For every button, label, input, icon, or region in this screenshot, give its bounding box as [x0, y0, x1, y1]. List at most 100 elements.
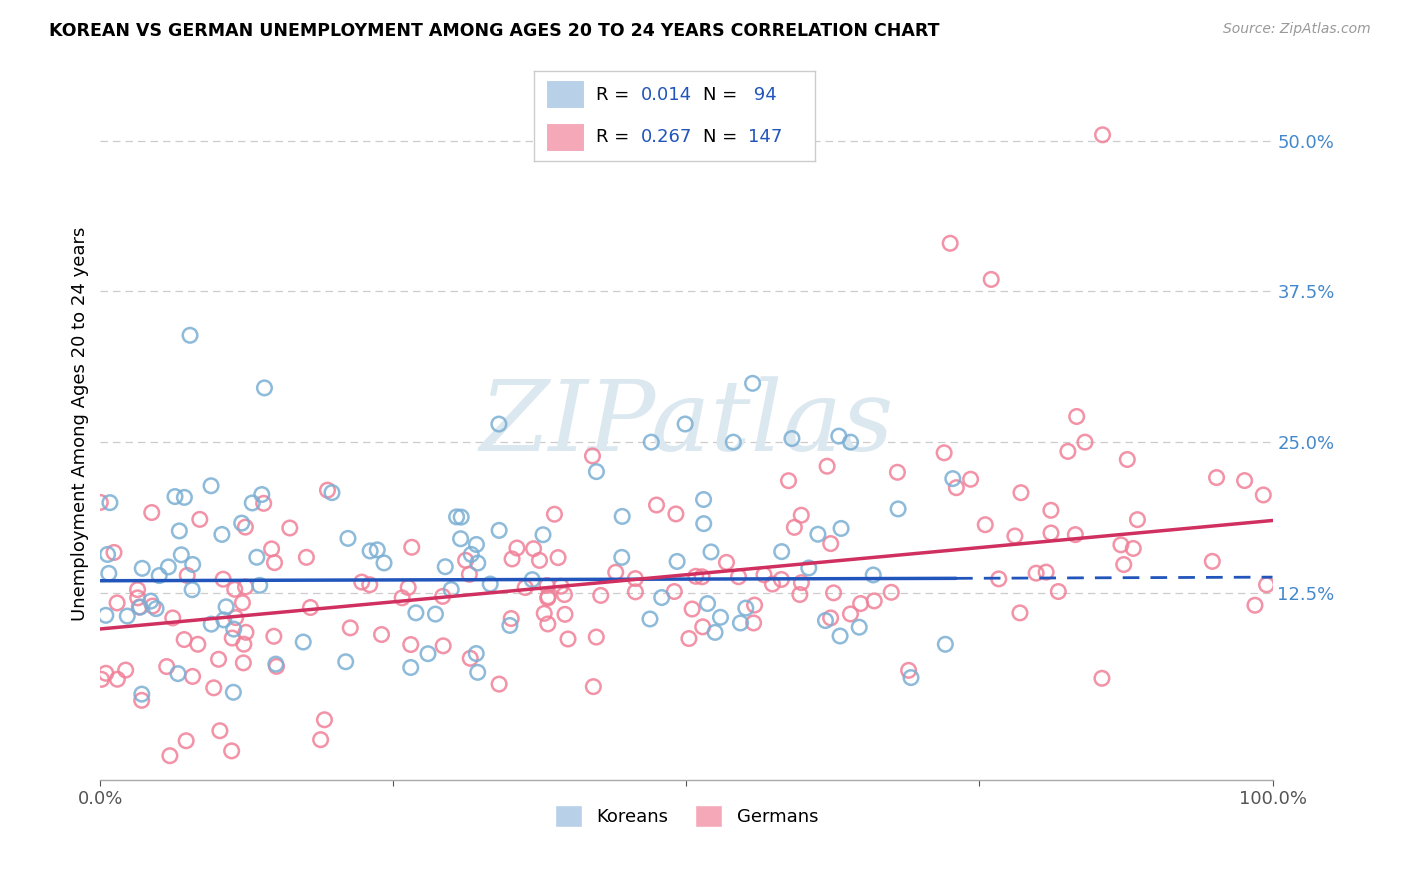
Point	[709, 610, 731, 624]
Point	[432, 639, 454, 653]
Point	[222, 622, 245, 636]
Point	[934, 637, 956, 651]
Point	[465, 647, 488, 661]
Point	[820, 536, 842, 550]
Point	[225, 610, 247, 624]
Point	[741, 376, 763, 391]
Point	[96, 548, 118, 562]
Bar	[546, 123, 585, 152]
Point	[624, 572, 647, 586]
Point	[693, 516, 716, 531]
Point	[665, 507, 688, 521]
Point	[207, 652, 229, 666]
Point	[145, 601, 167, 615]
Point	[128, 600, 150, 615]
Point	[179, 328, 201, 343]
Point	[103, 545, 125, 559]
Point	[336, 532, 359, 546]
Point	[522, 573, 544, 587]
Point	[157, 560, 180, 574]
Point	[959, 472, 981, 486]
Point	[537, 617, 560, 632]
Point	[789, 588, 811, 602]
Point	[887, 502, 910, 516]
Point	[434, 559, 457, 574]
Point	[370, 627, 392, 641]
Point	[129, 600, 152, 615]
Point	[465, 537, 488, 551]
Point	[127, 582, 149, 597]
Point	[278, 521, 301, 535]
Point	[704, 625, 727, 640]
Point	[547, 550, 569, 565]
Point	[235, 520, 257, 534]
Point	[696, 597, 718, 611]
Text: R =: R =	[596, 128, 636, 146]
Point	[240, 496, 263, 510]
Point	[97, 566, 120, 581]
Point	[690, 570, 713, 584]
Point	[589, 589, 612, 603]
Point	[460, 548, 482, 562]
Point	[673, 417, 696, 431]
Point	[159, 748, 181, 763]
Point	[105, 596, 128, 610]
Point	[815, 459, 838, 474]
Point	[849, 597, 872, 611]
Point	[770, 544, 793, 558]
Point	[1008, 606, 1031, 620]
Point	[515, 581, 537, 595]
Point	[1109, 538, 1132, 552]
Point	[529, 553, 551, 567]
Point	[94, 666, 117, 681]
Point	[253, 496, 276, 510]
Text: 94: 94	[748, 86, 776, 103]
Point	[1091, 671, 1114, 685]
Point	[1112, 558, 1135, 572]
Point	[612, 509, 634, 524]
Point	[783, 520, 806, 534]
Point	[148, 568, 170, 582]
Point	[253, 381, 276, 395]
Point	[440, 582, 463, 597]
Point	[557, 632, 579, 646]
Text: ZIPatlas: ZIPatlas	[479, 376, 894, 472]
Point	[359, 578, 381, 592]
Point	[221, 631, 243, 645]
Point	[880, 585, 903, 599]
Point	[156, 659, 179, 673]
Point	[1074, 435, 1097, 450]
Point	[581, 449, 603, 463]
Point	[181, 582, 204, 597]
Point	[1233, 474, 1256, 488]
Point	[299, 600, 322, 615]
Point	[839, 435, 862, 450]
Point	[987, 572, 1010, 586]
Point	[1040, 525, 1063, 540]
Point	[249, 578, 271, 592]
Point	[250, 487, 273, 501]
Point	[295, 550, 318, 565]
Point	[752, 567, 775, 582]
Point	[162, 611, 184, 625]
Point	[222, 685, 245, 699]
Point	[1201, 554, 1223, 568]
Point	[1066, 409, 1088, 424]
Point	[506, 541, 529, 555]
Point	[488, 677, 510, 691]
Point	[163, 490, 186, 504]
Point	[221, 744, 243, 758]
Point	[432, 590, 454, 604]
Point	[716, 556, 738, 570]
Point	[610, 550, 633, 565]
Point	[94, 608, 117, 623]
Point	[454, 553, 477, 567]
Point	[1122, 541, 1144, 556]
Text: 0.014: 0.014	[641, 86, 692, 103]
Point	[1244, 599, 1267, 613]
Point	[692, 620, 714, 634]
Point	[1004, 529, 1026, 543]
Point	[263, 556, 285, 570]
Point	[543, 507, 565, 521]
Point	[537, 591, 560, 605]
